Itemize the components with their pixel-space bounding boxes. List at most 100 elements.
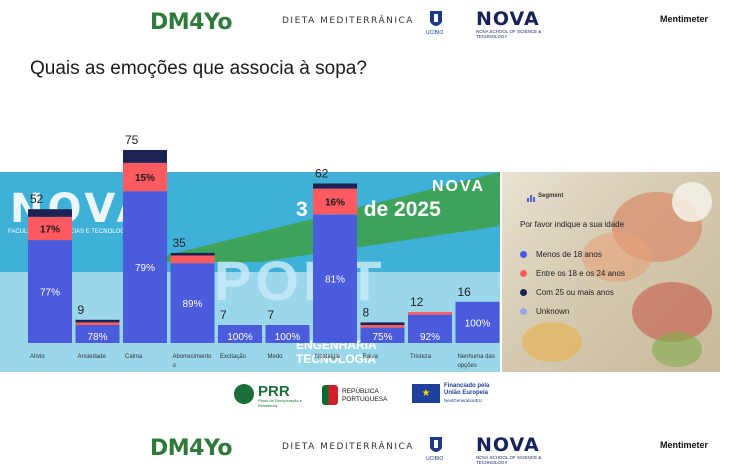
total-label-medo: 7	[268, 308, 275, 322]
bar-ansiedade-menos-de-18-anos	[75, 325, 120, 343]
dieta-mediterranica-logo: DIETA MEDITERRÂNICA	[282, 16, 414, 26]
percent-label-nenhuma-das-opcoes: 100%	[465, 318, 491, 329]
category-label-nenhuma-das-opcoes: opções	[458, 363, 477, 369]
bar-nostalgia-com-25-ou-mais-anos	[313, 183, 357, 189]
republica-flag-icon	[322, 385, 338, 405]
percent-label-aborrecimento: 89%	[182, 299, 202, 310]
nova-logo: NOVA	[476, 434, 540, 456]
bar-alivio-entre-os-18-e-os-24-anos	[28, 216, 72, 241]
eu-flag-icon: ★	[412, 384, 440, 403]
bar-nenhuma-das-opcoes-menos-de-18-anos	[455, 301, 500, 343]
category-label-excitacao: Excitação	[220, 354, 247, 360]
total-label-nostalgia: 62	[315, 167, 329, 181]
republica-line1: REPÚBLICA	[342, 388, 379, 395]
percent-label-tristeza: 92%	[420, 332, 440, 343]
bar-aborrecimento-entre-os-18-e-os-24-anos	[170, 255, 215, 264]
legend-dot-under-18	[520, 251, 527, 258]
nova-logo: NOVA	[476, 8, 540, 30]
total-label-alivio: 52	[30, 192, 44, 206]
percent-secondary-label-calma: 15%	[135, 173, 155, 184]
percent-label-alivio: 77%	[40, 288, 60, 299]
prr-subtitle: Plano de Recuperação e Resiliência	[258, 398, 303, 408]
bar-medo-menos-de-18-anos	[265, 325, 310, 343]
dieta-mediterranica-logo: DIETA MEDITERRÂNICA	[282, 442, 414, 452]
bar-nostalgia-entre-os-18-e-os-24-anos	[313, 188, 357, 215]
nova-subtitle: NOVA SCHOOL OF SCIENCE & TECHNOLOGY	[476, 29, 542, 39]
percent-label-nostalgia: 81%	[325, 275, 345, 286]
bar-calma-com-25-ou-mais-anos	[123, 150, 167, 163]
legend-label-unknown: Unknown	[536, 307, 570, 316]
bar-raiva-menos-de-18-anos	[360, 327, 405, 343]
segment-question: Por favor indique a sua idade	[520, 220, 625, 229]
segment-label: Segment	[538, 193, 564, 199]
percent-label-excitacao: 100%	[227, 332, 253, 343]
legend-label-25-plus: Com 25 ou mais anos	[536, 288, 614, 297]
bar-raiva-com-25-ou-mais-anos	[360, 322, 405, 325]
bar-nostalgia-menos-de-18-anos	[313, 214, 357, 343]
percent-secondary-label-alivio: 17%	[40, 225, 60, 236]
category-label-nostalgia: Nostalgia	[315, 354, 341, 360]
bar-tristeza-menos-de-18-anos	[408, 314, 452, 343]
segment-icon	[527, 195, 535, 202]
prr-logo-icon	[234, 384, 254, 404]
category-label-raiva: Raiva	[363, 354, 379, 360]
percent-secondary-label-nostalgia: 16%	[325, 198, 345, 209]
total-label-excitacao: 7	[220, 308, 227, 322]
legend-dot-18-24	[520, 270, 527, 277]
percent-label-calma: 79%	[135, 263, 155, 274]
dm4yo-logo: DM4Yo	[150, 436, 233, 461]
total-label-aborrecimento: 35	[173, 236, 187, 250]
total-label-raiva: 8	[363, 305, 370, 319]
food-blob	[652, 332, 702, 367]
background-eng-line2: TECNOLOGIA	[296, 352, 376, 366]
food-blob	[522, 322, 582, 362]
ucibio-logo-icon	[430, 11, 442, 26]
mentimeter-logo: Mentimeter	[660, 440, 709, 450]
category-label-nenhuma-das-opcoes: Nenhuma das	[458, 354, 495, 360]
nova-subtitle: NOVA SCHOOL OF SCIENCE & TECHNOLOGY	[476, 455, 542, 465]
bar-aborrecimento-com-25-ou-mais-anos	[170, 252, 215, 256]
bar-alivio-menos-de-18-anos	[28, 240, 72, 343]
eu-line1: Financiado pela	[444, 383, 490, 389]
total-label-ansiedade: 9	[78, 303, 85, 317]
bar-ansiedade-entre-os-18-e-os-24-anos	[75, 322, 120, 325]
bar-excitacao-menos-de-18-anos	[218, 325, 262, 343]
prr-logo: PRR	[258, 383, 290, 400]
food-image-panel	[502, 172, 720, 372]
total-label-nenhuma-das-opcoes: 16	[458, 285, 472, 299]
bar-calma-entre-os-18-e-os-24-anos	[123, 162, 167, 192]
category-label-alivio: Alívio	[30, 354, 45, 360]
republica-portuguesa-logo: REPÚBLICA PORTUGUESA	[342, 388, 387, 404]
bar-tristeza-entre-os-18-e-os-24-anos	[408, 312, 452, 315]
category-label-calma: Calma	[125, 354, 143, 360]
food-blob	[672, 182, 712, 222]
bar-aborrecimento-menos-de-18-anos	[170, 263, 215, 343]
eu-funding-logo: Financiado pela União Europeia	[444, 383, 489, 397]
bar-alivio-com-25-ou-mais-anos	[28, 209, 72, 217]
percent-label-ansiedade: 78%	[87, 332, 107, 343]
mentimeter-logo: Mentimeter	[660, 14, 709, 24]
dm4yo-logo: DM4Yo	[150, 10, 233, 35]
category-label-aborrecimento: Aborrecimento	[173, 354, 213, 360]
category-label-medo: Medo	[268, 354, 284, 360]
bar-ansiedade-com-25-ou-mais-anos	[75, 319, 120, 323]
category-label-aborrecimento: o	[173, 363, 177, 369]
eu-line2: União Europeia	[444, 390, 489, 396]
legend-label-under-18: Menos de 18 anos	[536, 250, 602, 259]
ucibio-logo-text: UCIBIO	[426, 30, 444, 36]
percent-label-medo: 100%	[275, 332, 301, 343]
ucibio-logo-icon	[430, 437, 442, 452]
ucibio-logo-text: UCIBIO	[426, 456, 444, 462]
legend-dot-unknown	[520, 308, 527, 315]
category-label-ansiedade: Ansiedade	[78, 354, 107, 360]
food-blob	[582, 232, 652, 282]
background-nova-small: NOVA	[432, 178, 486, 195]
republica-line2: PORTUGUESA	[342, 396, 388, 403]
eu-subtitle: NextGenerationEU	[444, 398, 482, 403]
footer-logos: DM4Yo DIETA MEDITERRÂNICA UCIBIO NOVA NO…	[0, 432, 740, 466]
total-label-tristeza: 12	[410, 295, 424, 309]
bar-calma-menos-de-18-anos	[123, 191, 167, 343]
header-logos: DM4Yo DIETA MEDITERRÂNICA UCIBIO NOVA NO…	[0, 6, 740, 40]
legend-dot-25-plus	[520, 289, 527, 296]
